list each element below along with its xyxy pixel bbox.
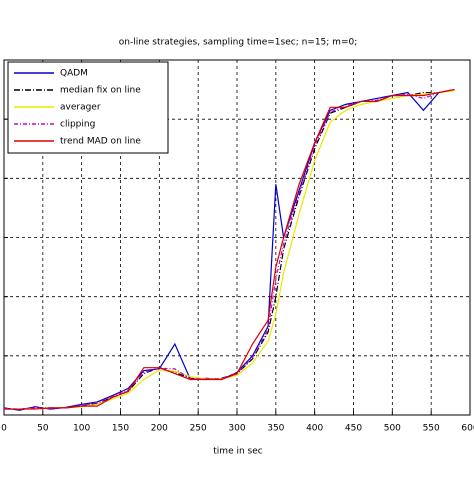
x-axis-label: time in sec — [213, 447, 262, 457]
x-tick-label: 600 — [461, 424, 474, 434]
x-tick-label: 400 — [306, 424, 323, 434]
legend-label: trend MAD on line — [60, 137, 141, 147]
x-tick-label: 0 — [1, 424, 7, 434]
x-tick-label: 500 — [384, 424, 401, 434]
legend-label: QADM — [60, 69, 88, 79]
series-line — [3, 88, 455, 410]
x-tick-label: 300 — [228, 424, 245, 434]
x-tick-label: 200 — [151, 424, 168, 434]
x-tick-label: 100 — [73, 424, 90, 434]
x-tick-label: 250 — [190, 424, 207, 434]
series-line — [4, 88, 455, 410]
chart-title: on-line strategies, sampling time=1sec; … — [119, 38, 358, 48]
legend-label: averager — [60, 103, 101, 113]
legend-label: median fix on line — [60, 86, 141, 96]
x-tick-label: 150 — [112, 424, 129, 434]
legend-label: clipping — [60, 120, 95, 130]
x-tick-label: 550 — [423, 424, 440, 434]
x-tick-label: 450 — [345, 424, 362, 434]
x-tick-label: 50 — [37, 424, 49, 434]
x-tick-label: 350 — [267, 424, 284, 434]
